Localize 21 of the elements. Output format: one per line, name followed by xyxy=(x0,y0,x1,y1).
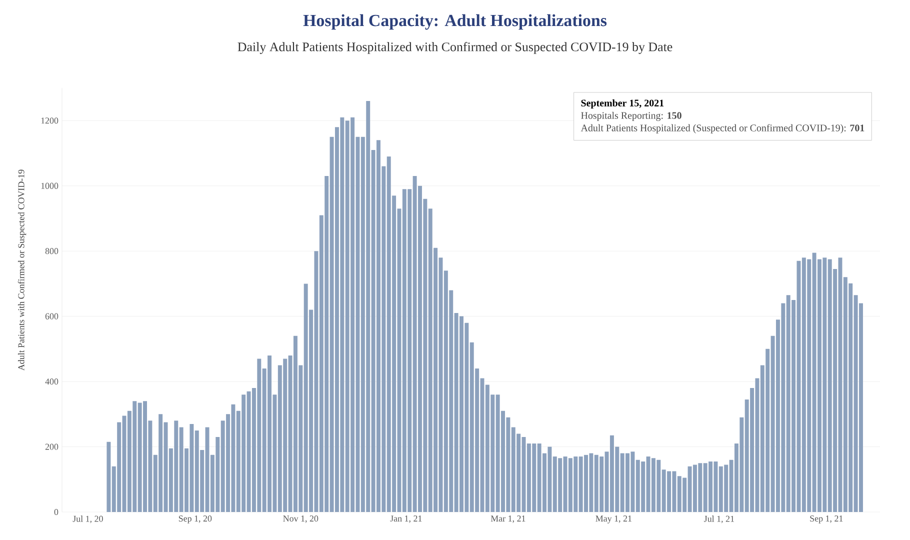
y-tick-label: 600 xyxy=(45,313,58,320)
annotation: Adult Patients Hospitalized (Suspected or Confirmed COVID-19): 701 xyxy=(580,124,864,134)
y-tick-label: 1000 xyxy=(41,182,58,189)
y-tick-label: 400 xyxy=(45,378,58,385)
y-tick-label: 800 xyxy=(45,248,58,254)
y-tick-label: 200 xyxy=(45,444,58,450)
x-tick-label: Jul 1, 20 xyxy=(72,516,103,524)
x-tick-label: Jul 1, 21 xyxy=(704,516,734,524)
y-tick-label: 0 xyxy=(54,508,58,516)
y-axis-title: Adult Patients with Confirmed or Suspected COVID-19 xyxy=(18,170,26,371)
annotation: Hospitals Reporting: 150 xyxy=(581,112,682,121)
chart-title: Hospital Capacity: Adult Hospitalizations xyxy=(303,14,607,30)
x-tick-label: Jan 1, 21 xyxy=(390,516,422,523)
annotation: September 15, 2021 xyxy=(581,99,664,108)
chart-subtitle: Daily Adult Patients Hospitalized with Confirmed or Suspected COVID-19 by Date xyxy=(238,42,672,54)
x-tick-label: Sep 1, 21 xyxy=(810,516,843,524)
x-tick-label: Mar 1, 21 xyxy=(490,516,526,523)
y-tick-label: 1200 xyxy=(41,118,58,124)
x-tick-label: May 1, 21 xyxy=(596,516,632,524)
x-tick-label: Nov 1, 20 xyxy=(283,516,318,523)
x-tick-label: Sep 1, 20 xyxy=(178,516,212,524)
